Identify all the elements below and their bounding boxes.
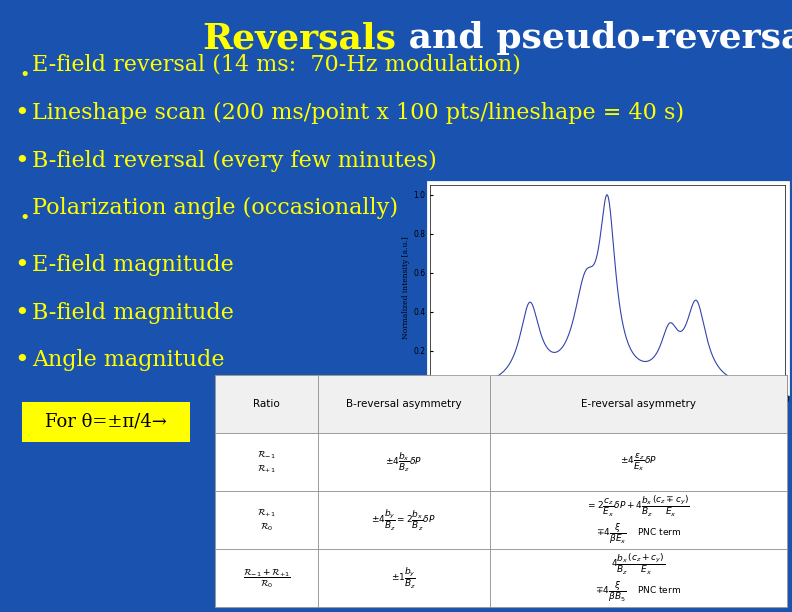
Text: ·: · — [18, 201, 30, 238]
Text: B-field reversal (every few minutes): B-field reversal (every few minutes) — [32, 150, 436, 172]
Text: Angle magnitude: Angle magnitude — [32, 349, 224, 371]
X-axis label: Δν [MHz]: Δν [MHz] — [587, 409, 628, 417]
Text: •: • — [14, 349, 29, 372]
Text: •: • — [14, 102, 29, 125]
Text: and pseudo-reversals: and pseudo-reversals — [396, 21, 792, 56]
Text: Polarization angle (occasionally): Polarization angle (occasionally) — [32, 197, 398, 219]
Text: B-field magnitude: B-field magnitude — [32, 302, 234, 324]
Text: •: • — [14, 302, 29, 325]
Text: Lineshape scan (200 ms/point x 100 pts/lineshape = 40 s): Lineshape scan (200 ms/point x 100 pts/l… — [32, 102, 684, 124]
Bar — [215, 375, 787, 607]
Text: E-field magnitude: E-field magnitude — [32, 254, 234, 276]
Y-axis label: Normalized intensity [a.u.]: Normalized intensity [a.u.] — [402, 236, 410, 339]
Bar — [428, 182, 788, 394]
Text: ·: · — [18, 58, 30, 95]
Text: Reversals: Reversals — [202, 21, 396, 56]
Text: For θ=±π/4→: For θ=±π/4→ — [45, 413, 167, 431]
Text: •: • — [14, 254, 29, 277]
Text: •: • — [14, 150, 29, 173]
Text: E-field reversal (14 ms:  70-Hz modulation): E-field reversal (14 ms: 70-Hz modulatio… — [32, 54, 521, 76]
Bar — [22, 402, 190, 442]
